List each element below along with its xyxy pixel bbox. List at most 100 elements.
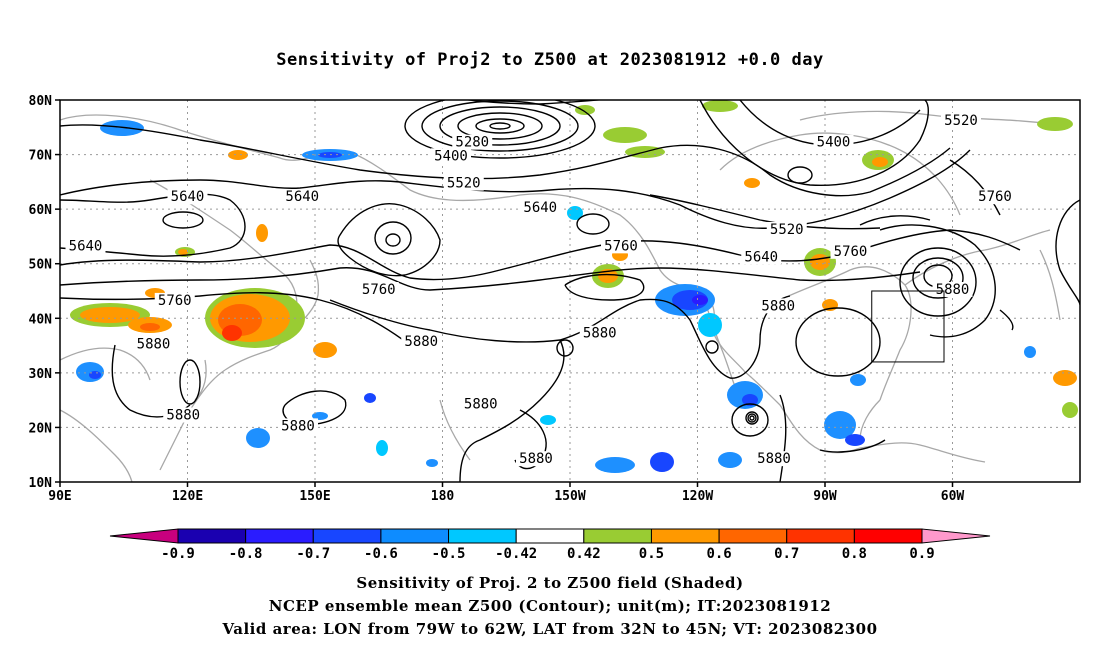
contour-label-bg <box>460 396 501 412</box>
colorbar-segment <box>515 528 585 544</box>
contour-label: 5880 <box>757 451 791 467</box>
contour-label: 5280 <box>455 135 489 151</box>
lon-label: 180 <box>431 489 455 504</box>
contour-label: 5760 <box>834 244 868 260</box>
contour-label: 5880 <box>761 298 795 314</box>
colorbar-tick-label: 0.5 <box>639 546 664 562</box>
lat-label: 30N <box>29 367 53 382</box>
contour-label-bg <box>754 451 794 467</box>
contour-label: 5760 <box>604 238 638 254</box>
colorbar: -0.9 -0.8 -0.7 -0.6 -0.5 -0.42 0.42 0.5 0.6 0.7 0.… <box>109 528 991 562</box>
valid-area-box <box>871 290 945 363</box>
colorbar-segment <box>245 528 314 544</box>
caption-valid-area: Valid area: LON from 79W to 62W, LAT fro… <box>222 620 878 638</box>
contour-label: 5880 <box>583 326 617 342</box>
contour-label-bg <box>452 134 493 150</box>
contour-label: 5880 <box>936 282 970 298</box>
colorbar-tick-label: 0.9 <box>909 546 934 562</box>
contour-label: 5400 <box>817 135 851 151</box>
contour-label-bg <box>65 238 106 254</box>
lon-label: 120E <box>172 489 203 504</box>
contour-label-bg <box>520 200 561 216</box>
chart-title: Sensitivity of Proj2 to Z500 at 20230819… <box>276 50 824 70</box>
contour-label: 5640 <box>69 238 103 254</box>
lat-label: 10N <box>29 476 53 491</box>
lon-label: 150E <box>299 489 330 504</box>
contour-label-bg <box>282 189 323 205</box>
colorbar-segment <box>177 528 247 544</box>
contour-label: 5640 <box>744 249 778 265</box>
colorbar-segment <box>786 528 855 544</box>
lon-label: 120W <box>682 489 713 504</box>
colorbar-segment <box>583 528 652 544</box>
colorbar-tick-label: 0.7 <box>774 546 799 562</box>
lat-label: 70N <box>29 149 53 164</box>
contour-label-bg <box>358 282 399 297</box>
colorbar-high-triangle <box>921 528 991 544</box>
contour-label-bg <box>932 282 973 297</box>
contour-label: 5640 <box>171 189 205 205</box>
contour-label-bg <box>401 333 442 349</box>
contour-label-bg <box>443 175 484 191</box>
contour-label: 5400 <box>434 148 468 164</box>
longitude-axis: 90E 120E 150E 180 150W 120W 90W 60W <box>48 482 964 504</box>
contour-label: 5640 <box>523 200 557 216</box>
contour-label: 5640 <box>285 189 319 205</box>
colorbar-segment <box>312 528 382 544</box>
colorbar-tick-label: -0.6 <box>364 546 398 562</box>
lat-label: 80N <box>29 94 53 109</box>
contour-label-bg <box>154 292 195 308</box>
colorbar-tick-label: -0.42 <box>495 546 537 562</box>
colorbar-tick-label: -0.9 <box>161 546 195 562</box>
contour-label: 5520 <box>944 113 978 129</box>
colorbar-tick-label: -0.7 <box>296 546 330 562</box>
lat-label: 50N <box>29 258 53 273</box>
contour-label: 5880 <box>137 337 171 353</box>
lon-label: 90W <box>813 489 837 504</box>
contour-label-bg <box>516 451 556 467</box>
z500-contours <box>60 100 1080 482</box>
colorbar-tick-label: -0.5 <box>432 546 466 562</box>
lat-label: 60N <box>29 203 53 218</box>
latitude-axis: 80N 70N 60N 50N 40N 30N 20N 10N <box>29 94 60 491</box>
contour-label-bg <box>758 298 799 314</box>
lon-label: 150W <box>554 489 585 504</box>
colorbar-segment <box>718 528 788 544</box>
contour-label-bg <box>975 189 1015 205</box>
contour-label: 5880 <box>519 451 553 467</box>
contour-label-bg <box>579 325 620 341</box>
contour-label: 5520 <box>447 176 481 192</box>
contour-label-bg <box>766 221 807 237</box>
colorbar-segment <box>650 528 720 544</box>
contour-label: 5880 <box>404 334 438 350</box>
colorbar-tick-label: 0.6 <box>706 546 731 562</box>
colorbar-segment <box>853 528 923 544</box>
contour-label-bg <box>941 112 981 128</box>
colorbar-segment <box>380 528 450 544</box>
lon-label: 60W <box>941 489 965 504</box>
colorbar-low-triangle <box>109 528 179 544</box>
contour-label-bg <box>601 238 641 254</box>
colorbar-tick-label: -0.8 <box>229 546 263 562</box>
colorbar-segment <box>448 528 517 544</box>
contour-label-bg <box>741 249 782 265</box>
contour-label: 5880 <box>464 397 498 413</box>
contour-label-bg <box>163 407 204 423</box>
colorbar-tick-label: 0.8 <box>842 546 867 562</box>
lat-label: 20N <box>29 421 53 436</box>
contour-label-bg <box>278 418 318 434</box>
lon-label: 90E <box>48 489 71 504</box>
contour-label-bg <box>813 134 854 150</box>
contour-label: 5760 <box>362 282 396 298</box>
contour-label-bg <box>167 189 208 205</box>
contour-label: 5760 <box>978 189 1012 205</box>
graticule <box>60 100 1080 482</box>
lat-label: 40N <box>29 312 53 327</box>
colorbar-tick-label: 0.42 <box>567 546 601 562</box>
caption-contour: NCEP ensemble mean Z500 (Contour); unit(… <box>268 597 832 615</box>
contour-label: 5880 <box>166 408 200 424</box>
contour-label-bg <box>133 336 174 352</box>
caption-shading: Sensitivity of Proj. 2 to Z500 field (Sh… <box>356 574 744 592</box>
sensitivity-shading <box>70 100 1078 473</box>
